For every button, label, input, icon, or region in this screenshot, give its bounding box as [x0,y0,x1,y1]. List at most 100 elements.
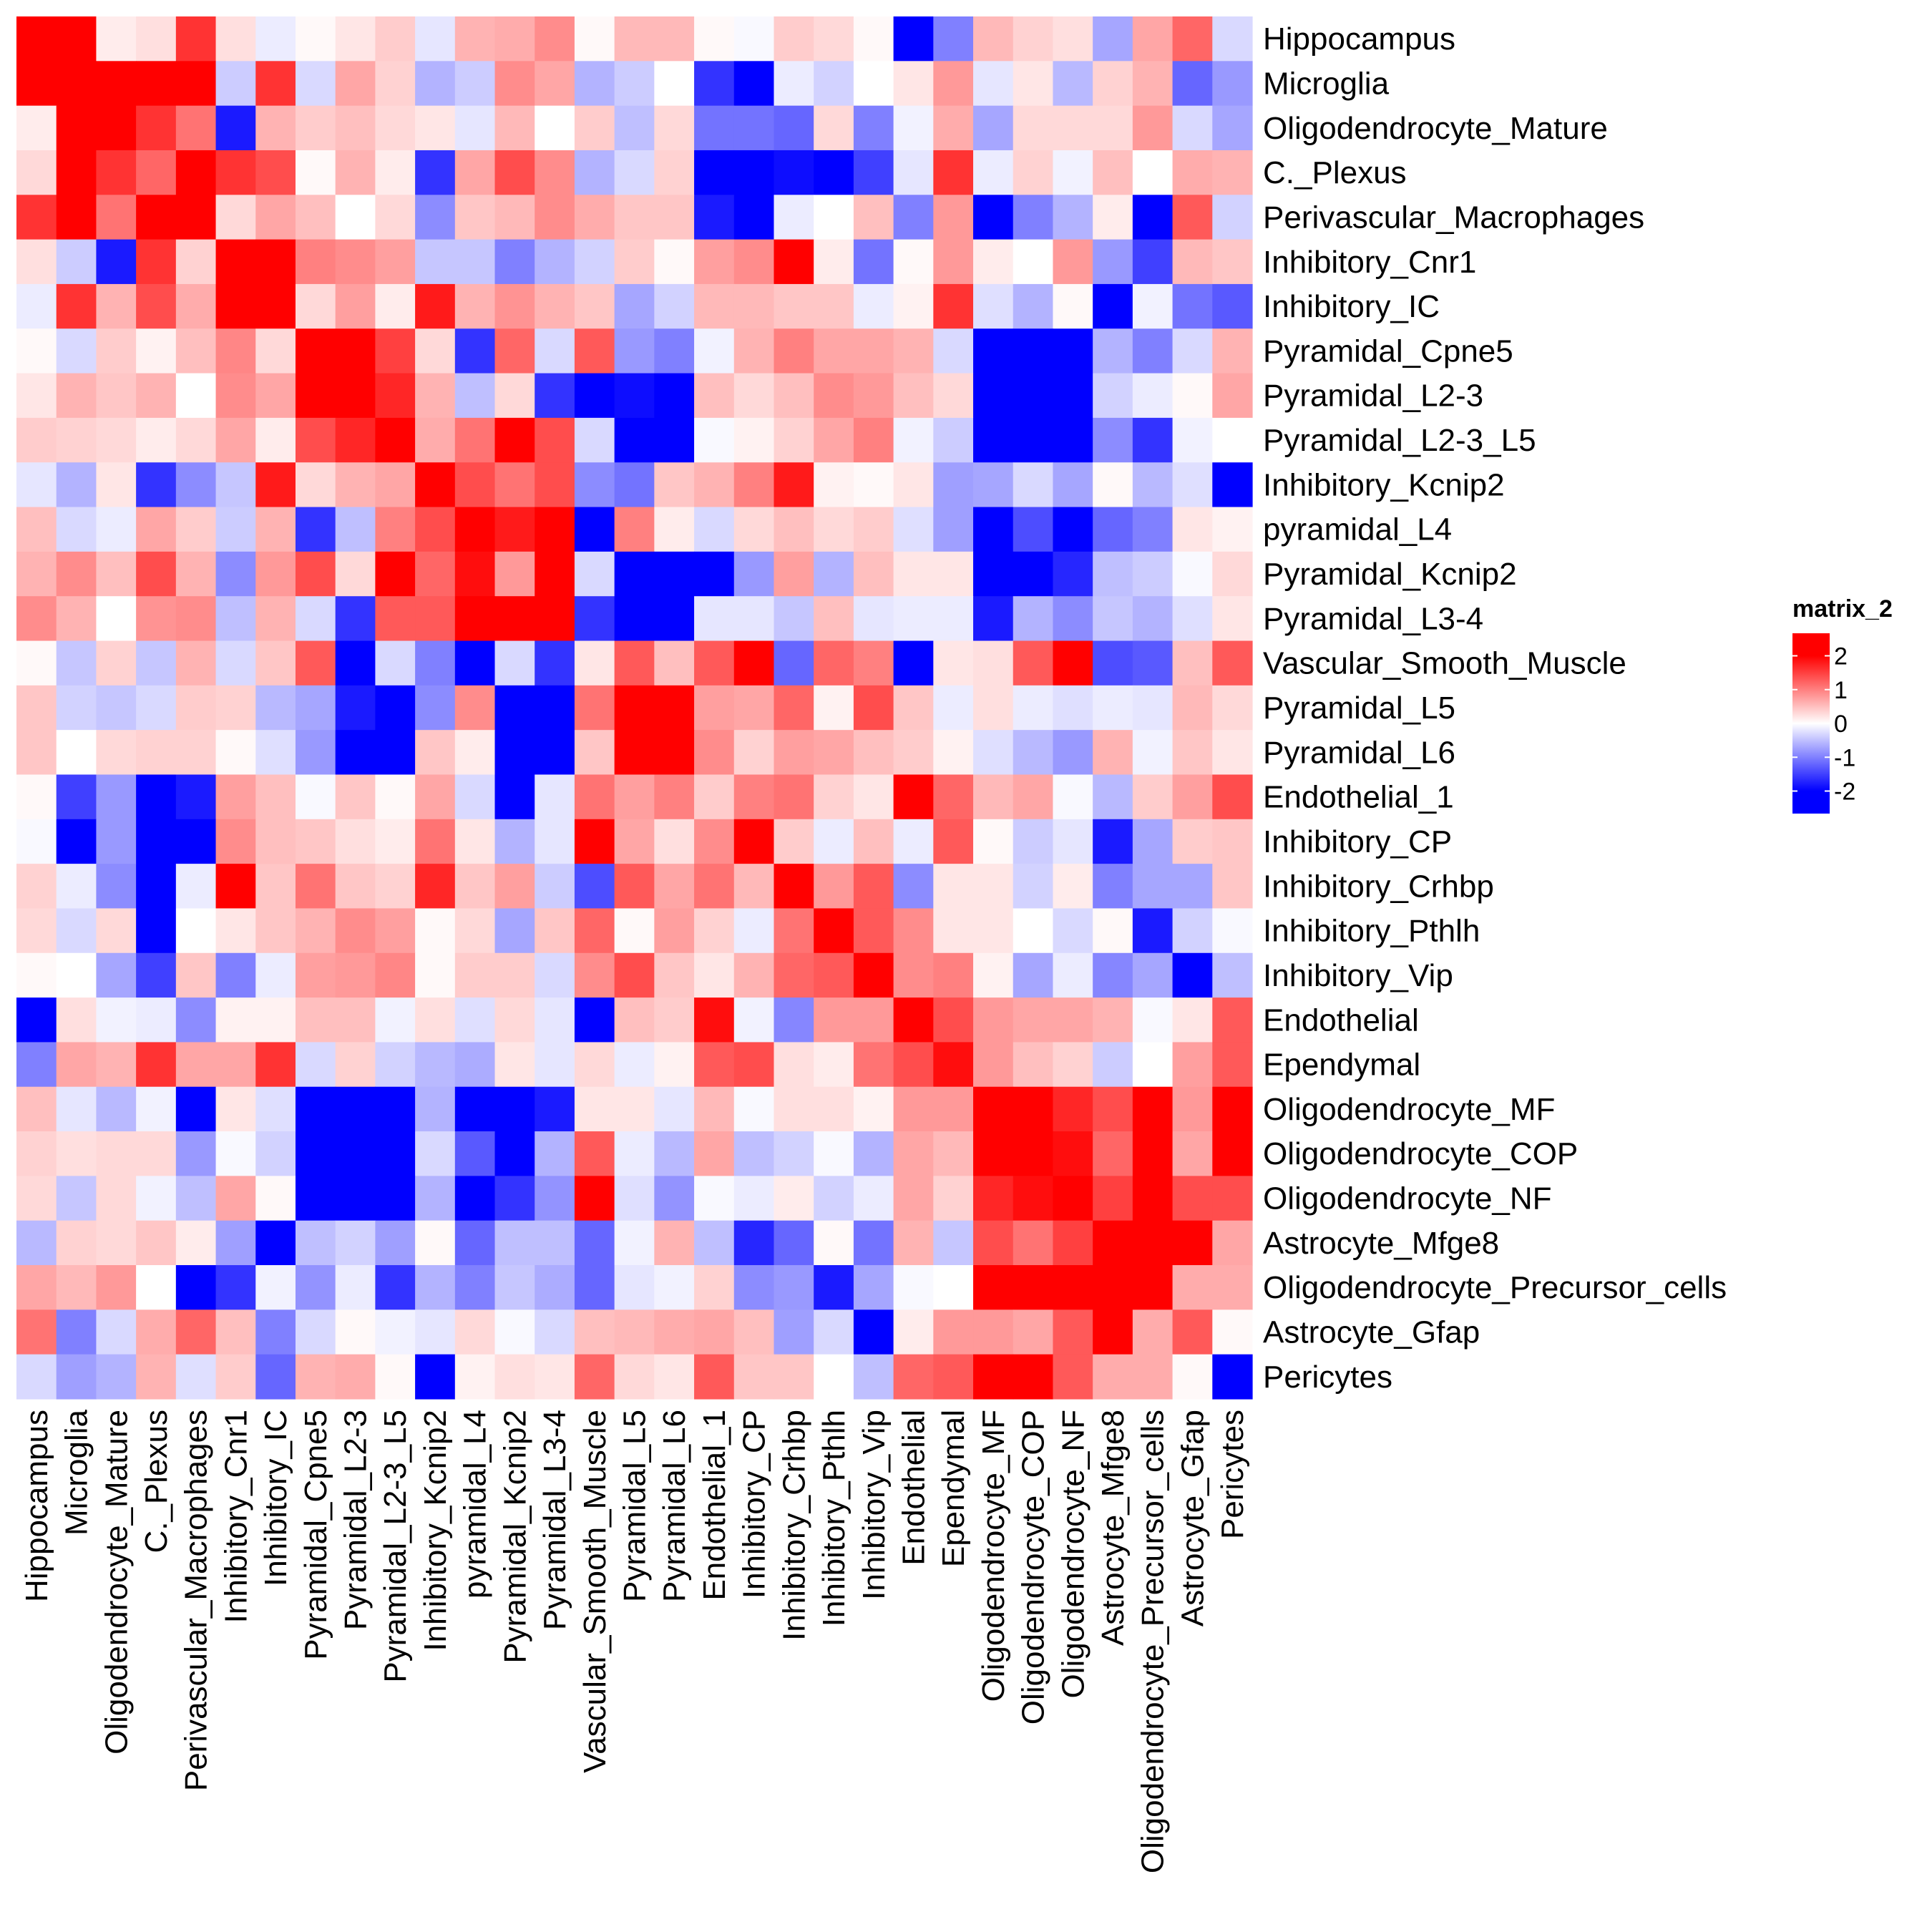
heatmap-cell [614,239,655,285]
heatmap-cell [255,507,296,552]
heatmap-cell [774,864,814,909]
heatmap-cell [535,462,575,508]
heatmap-cell [335,640,376,686]
heatmap-cell [56,1131,97,1176]
heatmap-cell [774,640,814,686]
heatmap-cell [973,997,1014,1043]
heatmap-cell [96,105,137,151]
heatmap-cell [1172,16,1213,62]
heatmap-cell [415,283,456,329]
heatmap-cell [295,997,336,1043]
heatmap-cell [16,640,57,686]
heatmap-cell [973,596,1014,642]
column-label: C._Plexus [139,1410,174,1553]
heatmap-cell [574,195,615,240]
heatmap-cell [814,195,854,240]
heatmap-cell [614,864,655,909]
heatmap-cell [415,997,456,1043]
heatmap-cell [973,1131,1014,1176]
heatmap-cell [893,16,934,62]
heatmap-cells [16,16,1253,1400]
heatmap-cell [694,1354,735,1400]
heatmap-cell [335,195,376,240]
heatmap-cell [814,1220,854,1266]
heatmap-cell [1053,1265,1093,1310]
heatmap-cell [694,283,735,329]
heatmap-cell [814,774,854,820]
row-label: Pyramidal_Kcnip2 [1263,557,1517,592]
heatmap-cell [375,1042,416,1088]
legend-ticks: 2 1 0 -1 -2 [1792,643,1855,806]
heatmap-cell [335,774,376,820]
heatmap-cell [1093,596,1133,642]
heatmap-cell [136,774,177,820]
heatmap-cell [973,1042,1014,1088]
heatmap-cell [494,551,535,597]
heatmap-cell [1172,1309,1213,1355]
heatmap-cell [694,373,735,419]
heatmap-cell [1172,952,1213,998]
heatmap-cell [56,105,97,151]
heatmap-cell [1053,730,1093,776]
heatmap-cell [1172,685,1213,731]
heatmap-cell [215,507,256,552]
heatmap-cell [454,1354,496,1400]
heatmap-cell [893,819,934,864]
heatmap-cell [175,1265,217,1310]
heatmap-cell [415,1265,456,1310]
heatmap-cell [1093,150,1133,195]
heatmap-cell [415,1354,456,1400]
heatmap-cell [1132,1265,1174,1310]
heatmap-cell [654,1042,695,1088]
heatmap-cell [1053,1220,1093,1266]
heatmap-cell [733,819,775,864]
heatmap-cell [535,417,575,463]
heatmap-cell [454,16,496,62]
heatmap-cell [1093,373,1133,419]
heatmap-cell [853,105,894,151]
row-label: Inhibitory_CP [1263,824,1452,859]
heatmap-cell [175,1309,217,1355]
heatmap-cell [415,551,456,597]
heatmap-cell [255,373,296,419]
heatmap-cell [973,685,1014,731]
heatmap-cell [973,640,1014,686]
heatmap-cell [16,328,57,374]
heatmap-cell [96,997,137,1043]
heatmap-cell [535,195,575,240]
heatmap-cell [1013,1265,1054,1310]
heatmap-cell [1132,283,1174,329]
heatmap-cell [1093,685,1133,731]
heatmap-cell [973,373,1014,419]
heatmap-cell [136,1131,177,1176]
heatmap-cell [973,105,1014,151]
heatmap-cell [535,1354,575,1400]
heatmap-cell [454,1220,496,1266]
heatmap-cell [733,685,775,731]
column-label: Oligodendrocyte_Precursor_cells [1136,1410,1171,1873]
heatmap-cell [415,328,456,374]
heatmap-cell [535,239,575,285]
heatmap-cell [255,417,296,463]
heatmap-cell [733,417,775,463]
heatmap-cell [415,150,456,195]
heatmap-cell [136,864,177,909]
heatmap-cell [494,774,535,820]
heatmap-cell [1212,1042,1253,1088]
heatmap-cell [295,1354,336,1400]
heatmap-cell [1013,908,1054,954]
heatmap-cell [96,551,137,597]
heatmap-cell [933,373,974,419]
heatmap-cell [1093,239,1133,285]
heatmap-cell [1172,328,1213,374]
heatmap-cell [535,596,575,642]
column-label: Astrocyte_Gfap [1175,1410,1210,1626]
heatmap-cell [56,1309,97,1355]
heatmap-cell [535,908,575,954]
heatmap-cell [1053,774,1093,820]
heatmap-cell [1053,685,1093,731]
heatmap-cell [375,864,416,909]
heatmap-cell [814,239,854,285]
heatmap-cell [255,730,296,776]
heatmap-cell [295,417,336,463]
